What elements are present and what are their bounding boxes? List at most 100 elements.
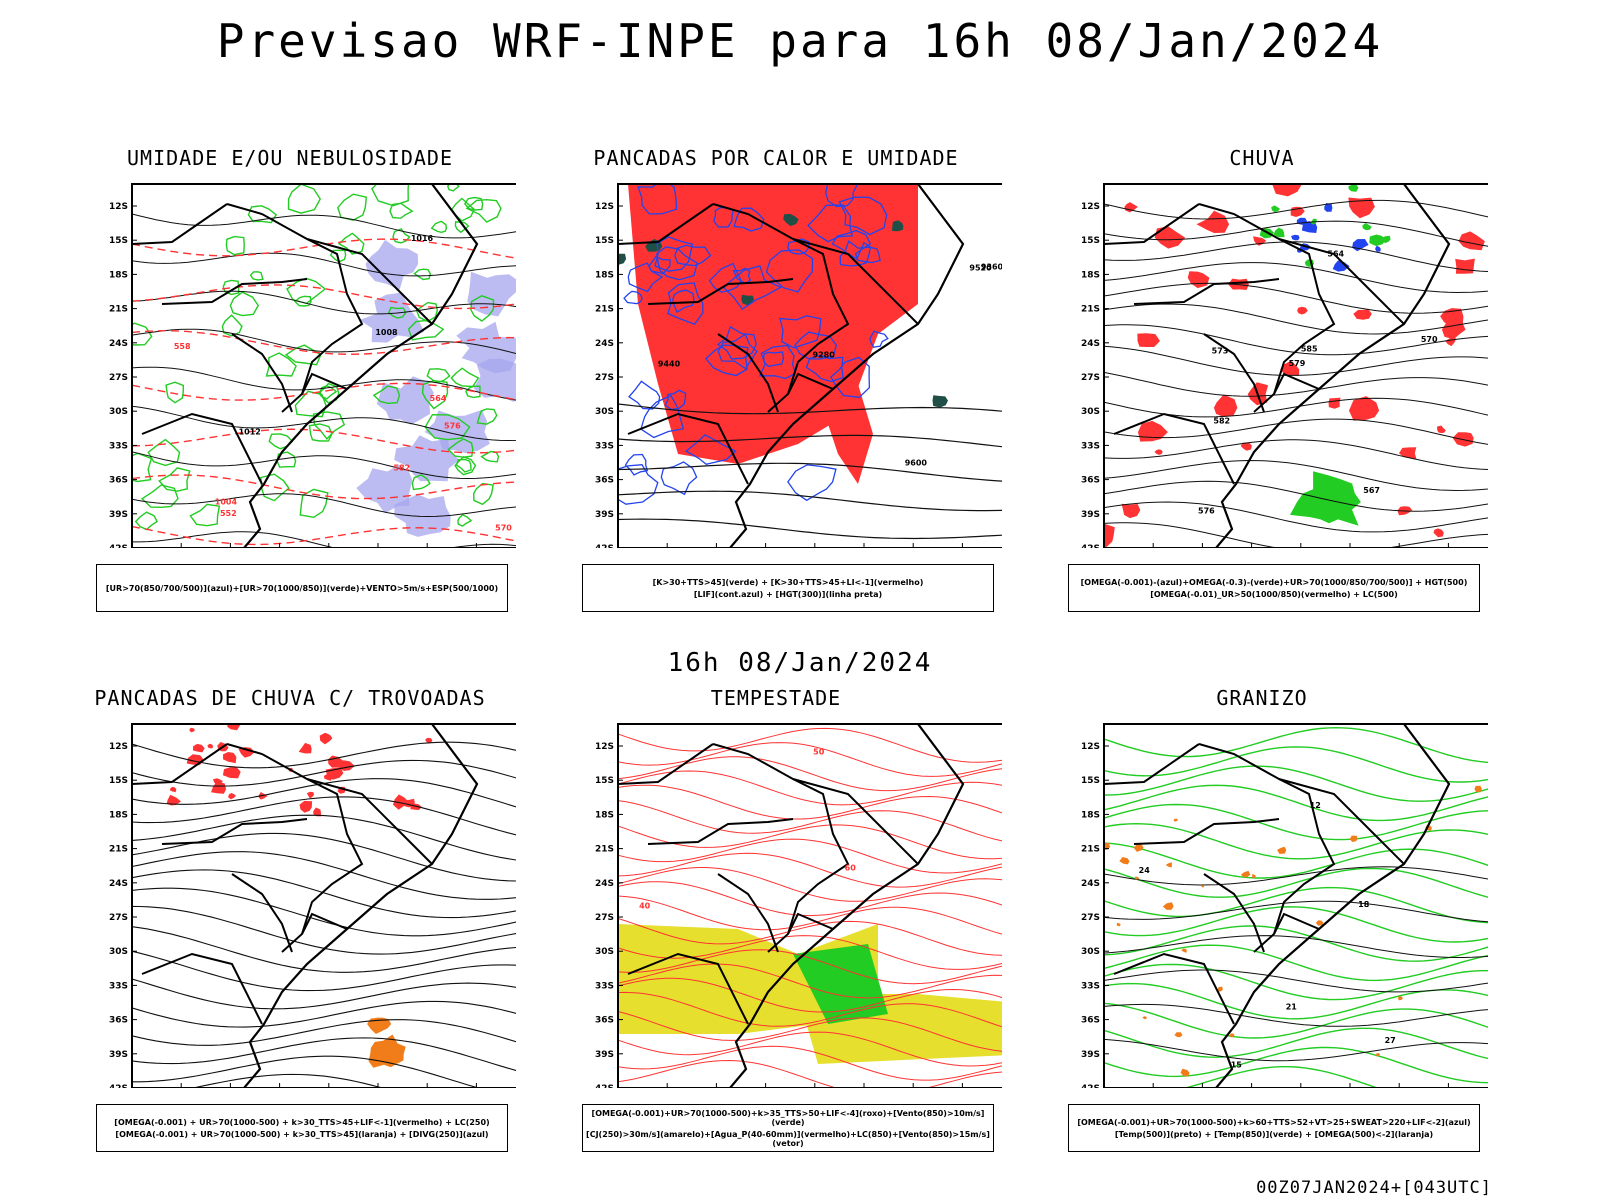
contour-label: 15	[1231, 1060, 1243, 1069]
rain-area	[1213, 394, 1238, 418]
country-border	[226, 203, 364, 413]
humidity-area	[356, 464, 413, 514]
temp-850-line	[1104, 842, 1488, 879]
precipitable-water-line	[618, 756, 1002, 792]
map-content: 40 50 60	[618, 724, 1002, 1088]
humidity-area	[394, 435, 460, 482]
omega-area	[1398, 996, 1403, 1001]
country-border	[306, 778, 433, 865]
map-border	[617, 183, 1002, 548]
omega-area	[1375, 1053, 1381, 1057]
humidity-contour	[470, 295, 495, 322]
contour-label: 50	[813, 747, 825, 756]
lif-contour	[672, 289, 695, 314]
map-panel-3: CHUVA 585 582 579 576 573 570 567 564 12S 15S 18S 2…	[1042, 146, 1488, 616]
contour-label: 582	[393, 463, 410, 472]
rain-area	[1458, 231, 1485, 251]
lat-label: 33S	[595, 441, 614, 451]
map-svg: 12S15S18S21S24S27S30S33S36S39S42S70W65W6…	[109, 723, 516, 1088]
precipitable-water-line	[618, 770, 1002, 806]
precipitable-water-line	[618, 838, 1002, 874]
precipitable-water-line	[618, 1045, 1002, 1081]
map-svg: 1008 1012 1016 1004 582 576 570 564 558 552 12S 15S…	[109, 183, 516, 548]
lif-contour	[624, 453, 649, 476]
geopotential-line	[1104, 459, 1488, 492]
lat-label: 39S	[109, 510, 128, 520]
map-content: 585 582 579 576 573 570 567 564	[1104, 184, 1488, 548]
humidity-contour	[421, 379, 449, 410]
country-border	[306, 238, 433, 325]
omega-area	[1277, 846, 1287, 854]
temp-850-line	[1104, 726, 1488, 764]
lat-label: 18S	[1081, 270, 1100, 280]
lat-label: 36S	[109, 476, 128, 486]
lat-label: 39S	[109, 1050, 128, 1060]
humidity-contour	[287, 184, 322, 214]
storm-area	[222, 767, 241, 779]
omega-area	[1315, 920, 1324, 926]
contour-label: 9440	[658, 359, 681, 368]
lat-label: 27S	[109, 913, 128, 923]
storm-area-orange	[367, 1017, 392, 1034]
map-svg: 9600 9520 9440 9360 9280 12S 15S 18S 21S 24S 27S 30…	[595, 183, 1002, 548]
omega-area	[1180, 1068, 1190, 1077]
lif-contour	[705, 344, 749, 377]
omega-area	[1133, 844, 1144, 852]
humidity-contour	[293, 295, 312, 307]
humidity-contour	[221, 314, 243, 337]
lif-contour	[717, 333, 758, 370]
country-border	[132, 743, 228, 785]
country-border	[627, 412, 749, 485]
storm-area	[298, 742, 312, 754]
geopotential-line	[1104, 501, 1488, 533]
pressure-isobar	[132, 252, 516, 277]
storm-area	[313, 807, 322, 817]
country-border	[132, 203, 228, 245]
lif-contour	[733, 207, 765, 232]
map-frame: 9600 9520 9440 9360 9280 12S 15S 18S 21S 24S 27S 30…	[582, 176, 1002, 548]
omega-area	[1162, 902, 1174, 910]
temp-500-line	[1104, 1038, 1488, 1062]
storm-area	[169, 787, 177, 793]
lat-label: 39S	[595, 510, 614, 520]
humidity-area	[365, 239, 419, 291]
forecast-time-label: 16h 08/Jan/2024	[667, 648, 933, 678]
humidity-contour	[134, 511, 159, 531]
humidity-contour	[158, 467, 191, 492]
temp-850-line	[1104, 906, 1488, 943]
country-border	[141, 952, 263, 1025]
rain-area	[1437, 425, 1446, 434]
temp-500-line	[1104, 969, 1488, 993]
omega-area	[1229, 1033, 1235, 1038]
map-svg: 585 582 579 576 573 570 567 564 12S 15S 18S 21S 24S 2…	[1081, 183, 1488, 548]
heavy-rain-area	[1290, 471, 1361, 526]
humidity-contour	[299, 488, 329, 519]
precipitable-water-line	[618, 852, 1002, 888]
lat-label: 27S	[109, 373, 128, 383]
legend-line: [OMEGA(-0.001)+UR>70(1000-500)+k>60+TTS>…	[1077, 1117, 1471, 1127]
legend-line: [K>30+TTS>45](verde) + [K>30+TTS>45+LI<-…	[652, 577, 924, 587]
rain-area	[1369, 234, 1387, 247]
storm-area	[166, 794, 182, 806]
lat-label: 15S	[109, 776, 128, 786]
lat-label: 30S	[1081, 407, 1100, 417]
map-frame: 12S15S18S21S24S27S30S33S36S39S42S70W65W6…	[96, 716, 516, 1088]
lat-label: 15S	[595, 236, 614, 246]
country-border	[618, 203, 714, 245]
country-border	[627, 952, 749, 1025]
precipitable-water-line	[618, 881, 1002, 917]
lif-contour	[618, 464, 659, 505]
humidity-contour	[284, 344, 322, 366]
humidity-contour	[450, 367, 480, 388]
humidity-contour	[249, 271, 264, 281]
precipitable-water-line	[618, 867, 1002, 902]
lat-label: 21S	[109, 845, 128, 855]
country-border	[1203, 873, 1265, 953]
humidity-contour	[465, 198, 502, 223]
lat-label: 39S	[1081, 1050, 1100, 1060]
contour-label: 40	[639, 902, 651, 911]
temp-850-line	[1104, 925, 1488, 962]
humidity-contour	[389, 202, 414, 219]
rain-area	[1272, 184, 1302, 197]
run-timestamp: 00Z07JAN2024+[043UTC]	[1256, 1178, 1492, 1198]
